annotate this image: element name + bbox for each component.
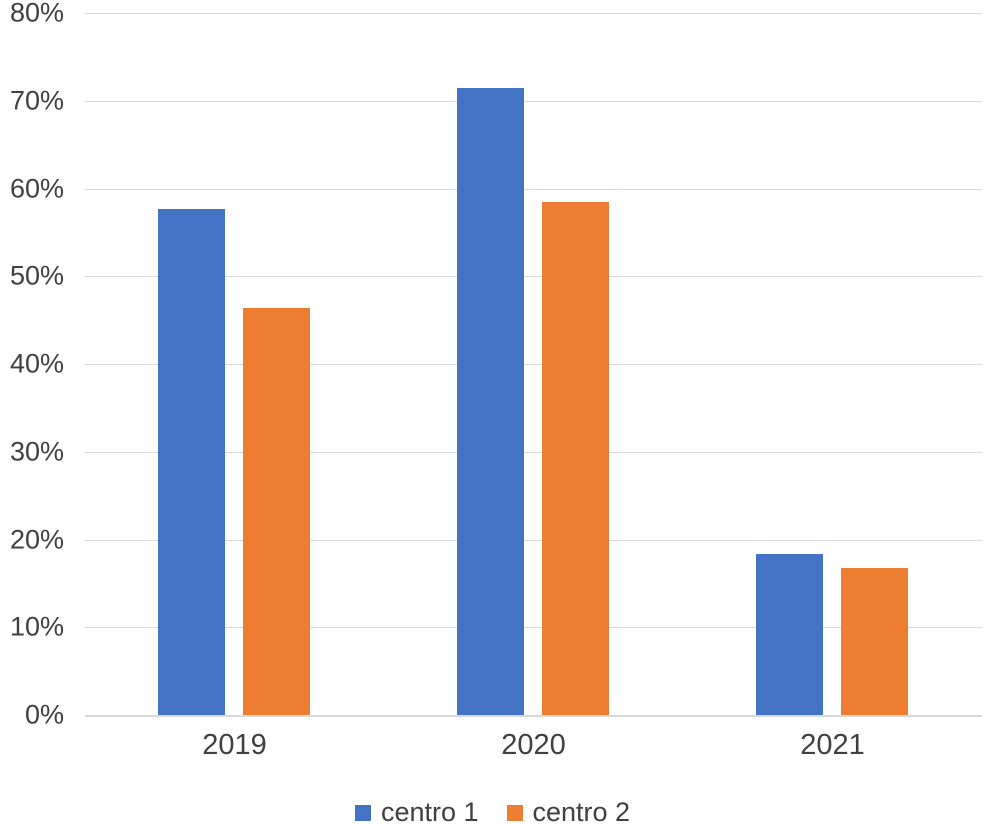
y-axis-tick-label: 40% [9, 348, 64, 379]
legend-label: centro 2 [532, 797, 631, 827]
gridline [85, 188, 982, 190]
bar-group-2020 [384, 13, 683, 715]
y-axis: 0% 10% 20% 30% 40% 50% 60% 70% 80% [0, 0, 64, 728]
bar [542, 201, 610, 715]
gridline [85, 13, 982, 14]
bar [841, 567, 909, 715]
gridline [85, 364, 982, 365]
gridline [85, 100, 982, 102]
x-axis-label: 2019 [202, 729, 267, 761]
bar [457, 88, 525, 715]
y-axis-tick-label: 0% [24, 699, 64, 730]
legend-item: centro 2 [506, 797, 631, 827]
gridline [85, 451, 982, 453]
bar-group-2019 [85, 13, 384, 715]
bar [243, 307, 311, 715]
y-axis-tick-label: 60% [9, 173, 64, 203]
y-axis-tick-label: 80% [9, 0, 64, 28]
legend-item: centro 1 [354, 797, 479, 827]
y-axis-tick-label: 70% [9, 85, 64, 116]
legend-color-swatch [354, 804, 371, 821]
y-axis-tick-label: 20% [9, 524, 64, 554]
y-axis-tick-label: 30% [9, 436, 64, 467]
gridline [85, 627, 982, 629]
bar [756, 554, 824, 715]
bar-group-2021 [683, 13, 982, 715]
y-axis-tick-label: 50% [9, 260, 64, 291]
x-axis-label: 2021 [800, 729, 865, 761]
x-axis: 2019 2020 2021 [85, 729, 982, 762]
x-axis-label: 2020 [501, 729, 566, 761]
plot-area [85, 13, 982, 717]
gridline [85, 539, 982, 541]
gridline [85, 276, 982, 278]
legend-color-swatch [506, 804, 523, 821]
legend: centro 1 centro 2 [0, 799, 985, 826]
y-axis-tick-label: 10% [9, 611, 64, 642]
legend-label: centro 1 [380, 797, 479, 827]
bar [158, 208, 226, 715]
